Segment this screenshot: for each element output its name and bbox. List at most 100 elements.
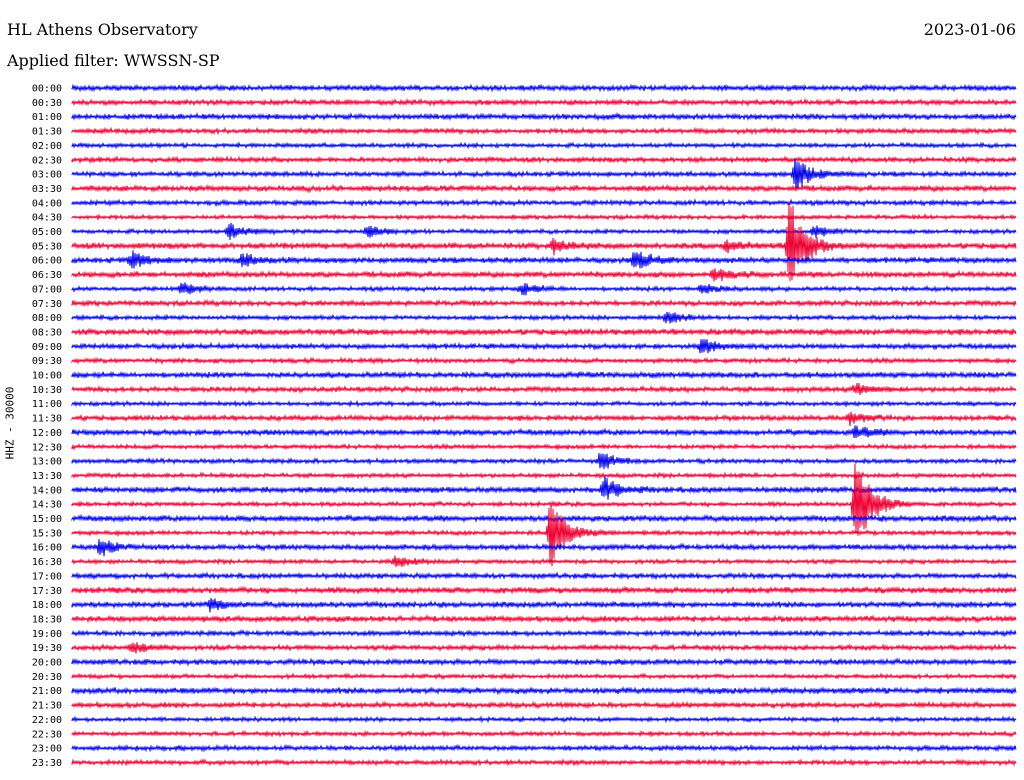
row-time-label: 18:30 [32, 614, 62, 625]
row-time-label: 06:30 [32, 270, 62, 281]
row-time-label: 17:30 [32, 586, 62, 597]
seismic-trace [71, 383, 1017, 396]
seismic-trace [71, 250, 1017, 269]
row-time-label: 10:30 [32, 385, 62, 396]
seismic-trace [71, 453, 1017, 470]
seismic-trace [71, 729, 1017, 739]
seismic-trace [71, 183, 1017, 194]
seismic-trace [71, 598, 1017, 613]
row-time-label: 09:00 [32, 342, 62, 353]
row-time-label: 12:30 [32, 442, 62, 453]
row-time-label: 19:00 [32, 629, 62, 640]
row-time-label: 18:00 [32, 600, 62, 611]
row-time-label: 15:30 [32, 528, 62, 539]
seismic-trace [71, 298, 1017, 308]
row-time-label: 01:30 [32, 127, 62, 138]
row-time-label: 10:00 [32, 371, 62, 382]
seismic-trace [71, 155, 1017, 165]
seismic-trace [71, 700, 1017, 710]
row-time-label: 00:30 [32, 98, 62, 109]
seismic-trace [71, 513, 1017, 524]
row-time-label: 21:00 [32, 686, 62, 697]
seismic-trace [71, 370, 1017, 380]
row-time-label: 04:00 [32, 198, 62, 209]
seismic-trace [71, 715, 1017, 724]
row-time-label: 01:00 [32, 112, 62, 123]
record-date: 2023-01-06 [923, 20, 1016, 39]
seismic-trace [71, 97, 1017, 107]
row-time-label: 03:00 [32, 170, 62, 181]
row-time-label: 07:30 [32, 299, 62, 310]
seismic-trace [71, 471, 1017, 480]
seismic-trace [71, 657, 1017, 667]
seismic-trace [71, 743, 1017, 753]
seismic-trace [71, 212, 1017, 222]
seismic-trace [71, 442, 1017, 451]
seismic-trace [71, 141, 1017, 150]
seismic-trace [71, 628, 1017, 638]
row-time-label: 20:00 [32, 658, 62, 669]
seismic-trace [71, 672, 1017, 681]
seismic-trace [71, 327, 1017, 337]
row-time-label: 02:30 [32, 155, 62, 166]
row-time-label: 19:30 [32, 643, 62, 654]
row-time-label: 14:00 [32, 485, 62, 496]
row-time-label: 05:00 [32, 227, 62, 238]
row-time-label: 16:30 [32, 557, 62, 568]
row-time-label: 03:30 [32, 184, 62, 195]
seismic-trace [71, 505, 1017, 567]
row-time-label: 22:00 [32, 715, 62, 726]
seismic-trace [71, 339, 1017, 354]
seismic-trace [71, 356, 1017, 366]
row-time-label: 08:00 [32, 313, 62, 324]
seismic-trace [71, 399, 1017, 408]
seismic-trace [71, 157, 1017, 191]
row-time-label: 08:30 [32, 327, 62, 338]
row-time-label: 14:30 [32, 500, 62, 511]
row-time-label: 20:30 [32, 672, 62, 683]
row-time-label: 11:30 [32, 414, 62, 425]
row-time-label: 23:00 [32, 744, 62, 755]
seismic-trace [71, 202, 1017, 282]
seismic-trace [71, 642, 1017, 654]
row-time-label: 04:30 [32, 213, 62, 224]
row-time-label: 23:30 [32, 758, 62, 769]
seismic-trace [71, 476, 1017, 500]
row-time-label: 13:30 [32, 471, 62, 482]
seismic-trace [71, 614, 1017, 624]
row-time-label: 12:00 [32, 428, 62, 439]
seismic-trace [71, 555, 1017, 568]
observatory-title: HL Athens Observatory [7, 20, 198, 39]
row-time-label: 15:00 [32, 514, 62, 525]
seismic-trace [71, 685, 1017, 696]
row-time-label: 13:00 [32, 457, 62, 468]
seismic-trace [71, 539, 1017, 557]
seismic-trace [71, 111, 1017, 122]
seismic-trace [71, 282, 1017, 296]
seismic-trace [71, 425, 1017, 439]
row-time-label: 17:00 [32, 571, 62, 582]
row-time-label: 16:00 [32, 543, 62, 554]
channel-label: HHZ - 30000 [3, 386, 17, 460]
row-time-label: 00:00 [32, 84, 62, 95]
seismic-trace [71, 411, 1017, 427]
seismic-trace [71, 571, 1017, 581]
seismic-trace [71, 311, 1017, 324]
seismic-trace [71, 585, 1017, 595]
row-time-label: 09:30 [32, 356, 62, 367]
seismic-trace [71, 126, 1017, 136]
seismic-trace [71, 83, 1017, 93]
filter-label: Applied filter: WWSSN-SP [7, 51, 220, 70]
row-time-label: 11:00 [32, 399, 62, 410]
row-time-label: 02:00 [32, 141, 62, 152]
row-time-label: 05:30 [32, 241, 62, 252]
seismic-trace [71, 268, 1017, 282]
row-time-label: 07:00 [32, 284, 62, 295]
seismic-trace [71, 198, 1017, 208]
row-time-label: 22:30 [32, 729, 62, 740]
row-time-label: 21:30 [32, 701, 62, 712]
seismic-trace [71, 463, 1017, 536]
seismic-trace [71, 757, 1017, 767]
row-time-label: 06:00 [32, 256, 62, 267]
